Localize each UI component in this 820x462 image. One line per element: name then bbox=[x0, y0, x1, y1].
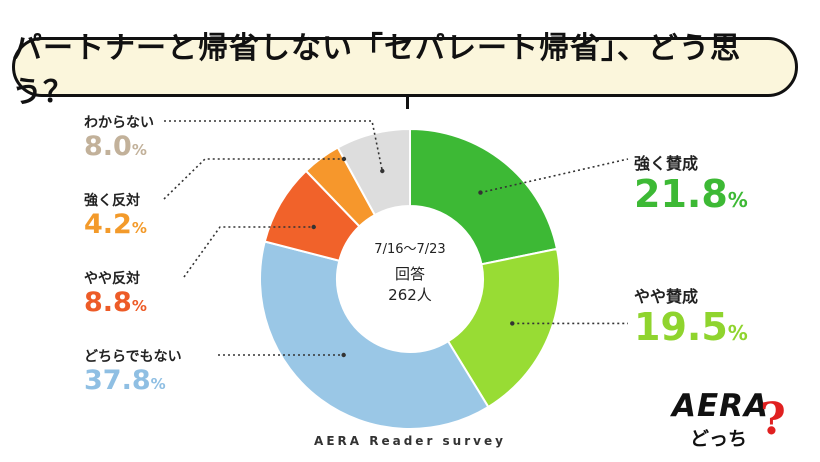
donut-slice-1 bbox=[446, 247, 561, 409]
percent-label-3: 8.8% bbox=[84, 288, 147, 318]
page-title: パートナーと帰省しない「セパレート帰省」、どう思う？ bbox=[12, 31, 741, 110]
legend-label-0: 強く賛成 21.8% bbox=[634, 150, 748, 216]
donut-slice-0 bbox=[409, 127, 559, 266]
legend-label-2: どちらでもない 37.8% bbox=[84, 346, 182, 396]
percent-value-2: 37.8 bbox=[84, 365, 151, 396]
percent-unit-2: % bbox=[150, 375, 166, 393]
percent-unit-3: % bbox=[131, 297, 147, 315]
leader-dot-4 bbox=[341, 156, 347, 162]
respondent-count: 262人 bbox=[388, 286, 432, 304]
category-label-0: 強く賛成 bbox=[634, 154, 699, 173]
legend-label-4: 強く反対 4.2% bbox=[84, 190, 147, 240]
leader-dot-1 bbox=[510, 321, 515, 326]
percent-label-0: 21.8% bbox=[634, 172, 748, 216]
percent-label-4: 4.2% bbox=[84, 210, 147, 240]
percent-unit-5: % bbox=[131, 141, 147, 159]
percent-label-1: 19.5% bbox=[634, 305, 748, 349]
logo-brand: AERA bbox=[672, 388, 770, 424]
category-label-4: 強く反対 bbox=[84, 193, 140, 209]
category-label-3: やや反対 bbox=[84, 271, 140, 287]
percent-unit-0: % bbox=[727, 188, 748, 212]
leader-dot-5 bbox=[380, 168, 385, 174]
logo-question-mark: ? bbox=[760, 394, 786, 445]
leader-line-0 bbox=[480, 158, 629, 194]
title-bubble bbox=[12, 37, 798, 97]
aera-dotchi-logo: AERA どっち ? bbox=[660, 388, 800, 458]
percent-label-5: 8.0% bbox=[84, 132, 154, 162]
category-label-1: やや賛成 bbox=[634, 287, 699, 306]
category-label-2: どちらでもない bbox=[84, 349, 182, 365]
leader-dot-2 bbox=[341, 352, 346, 358]
answer-label: 回答 bbox=[394, 265, 425, 283]
category-label-5: わからない bbox=[84, 115, 154, 131]
title-bubble-tail bbox=[406, 97, 409, 109]
leader-line-3 bbox=[183, 226, 314, 278]
logo-sub: どっち bbox=[690, 428, 748, 450]
source-credit: AERA Reader survey bbox=[314, 434, 506, 448]
percent-value-4: 4.2 bbox=[84, 209, 132, 240]
leader-dot-0 bbox=[478, 190, 483, 195]
center-info: 7/16〜7/23 回答 262人 bbox=[338, 238, 482, 311]
percent-value-5: 8.0 bbox=[84, 131, 132, 162]
donut-slice-2 bbox=[259, 240, 490, 430]
legend-label-5: わからない 8.0% bbox=[84, 112, 154, 162]
donut-slice-5 bbox=[336, 127, 411, 217]
percent-label-2: 37.8% bbox=[84, 366, 182, 396]
percent-unit-1: % bbox=[727, 321, 748, 345]
leader-dot-3 bbox=[311, 224, 316, 230]
percent-value-1: 19.5 bbox=[634, 305, 728, 349]
percent-value-0: 21.8 bbox=[634, 172, 728, 216]
legend-label-1: やや賛成 19.5% bbox=[634, 283, 748, 349]
percent-value-3: 8.8 bbox=[84, 287, 132, 318]
survey-period: 7/16〜7/23 bbox=[374, 242, 446, 257]
percent-unit-4: % bbox=[131, 219, 147, 237]
legend-label-3: やや反対 8.8% bbox=[84, 268, 147, 318]
